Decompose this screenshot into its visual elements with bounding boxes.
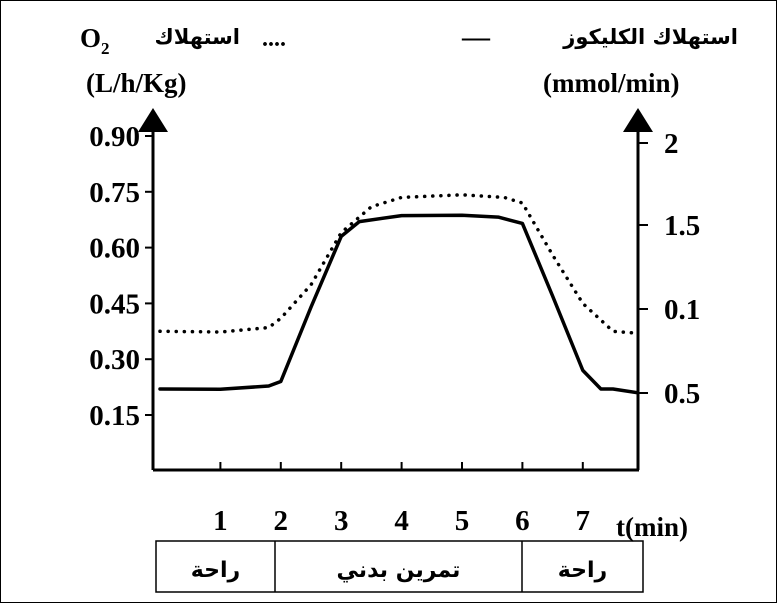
- x-tick-label: 7: [576, 505, 591, 537]
- legend-solid-marker: —: [461, 22, 491, 53]
- x-tick-label: 5: [455, 505, 470, 537]
- right-tick-label: 2: [664, 128, 679, 160]
- legend-dotted-marker: ....: [262, 26, 286, 52]
- right-axis-label: استهلاك الكليكوز: [562, 25, 738, 49]
- right-tick-label: 0.1: [664, 294, 700, 326]
- right-tick-label: 1.5: [664, 210, 700, 242]
- x-tick-label: 1: [213, 505, 228, 537]
- phase-label: راحة: [191, 558, 240, 583]
- o2-consumption-line: [158, 193, 639, 335]
- phase-table: راحة تمرين بدني راحة: [155, 540, 644, 593]
- x-tick-label: 6: [515, 505, 530, 537]
- x-axis-label: t(min): [616, 512, 688, 542]
- glucose-consumption-line: [158, 213, 639, 395]
- o2-subscript: 2: [101, 39, 110, 58]
- left-axis-label: استهلاك: [155, 25, 240, 49]
- left-tick-label: 0.30: [89, 344, 140, 376]
- phase-table-border: [155, 540, 644, 593]
- o2-symbol: O: [80, 23, 101, 53]
- left-tick-label: 0.45: [89, 288, 140, 320]
- right-tick-label: 0.5: [664, 378, 700, 410]
- left-axis-title: O2 استهلاك (L/h/Kg): [80, 23, 240, 98]
- left-tick-label: 0.90: [89, 121, 140, 153]
- x-tick-label: 4: [394, 505, 409, 537]
- left-tick-label: 0.15: [89, 400, 140, 432]
- left-tick-label: 0.60: [89, 233, 140, 265]
- phase-label: راحة: [558, 558, 607, 583]
- left-axis-unit: (L/h/Kg): [86, 68, 187, 98]
- left-tick-label: 0.75: [89, 177, 140, 209]
- svg-text:O2: O2: [80, 23, 110, 58]
- right-axis-unit: (mmol/min): [543, 68, 679, 98]
- x-tick-label: 3: [334, 505, 349, 537]
- phase-label: تمرين بدني: [337, 558, 461, 583]
- x-tick-label: 2: [274, 505, 289, 537]
